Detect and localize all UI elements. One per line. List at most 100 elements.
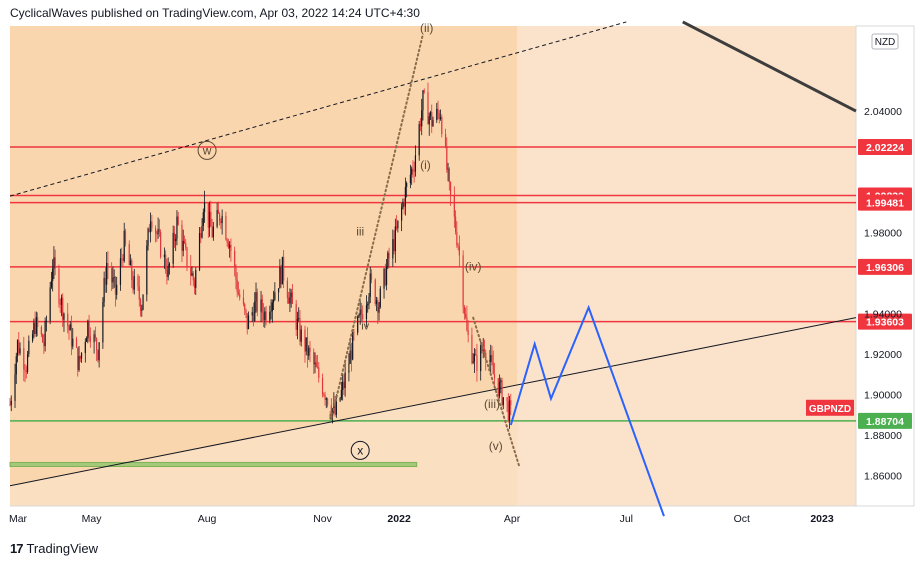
candle-body <box>50 280 53 288</box>
candle-body <box>122 258 124 261</box>
candle-body <box>404 187 406 207</box>
candle-body <box>383 268 385 289</box>
candle-body <box>242 297 245 304</box>
level-tag-2: 1.99481 <box>866 198 904 210</box>
candle-body <box>142 294 144 310</box>
candle-body <box>296 318 299 330</box>
candle-body <box>438 112 440 119</box>
level-tag-4: 1.93603 <box>866 317 904 329</box>
candle-body <box>133 276 135 290</box>
candle-body <box>359 309 361 315</box>
candle-body <box>97 350 99 361</box>
candle-body <box>422 90 424 111</box>
candle-body <box>501 380 503 406</box>
x-tick-label: May <box>82 513 103 525</box>
candle-body <box>456 231 458 246</box>
candle-body <box>67 313 69 327</box>
x-tick-label: Oct <box>734 513 750 525</box>
candle-body <box>121 258 123 260</box>
candle-body <box>148 228 150 233</box>
candle-body <box>447 168 449 170</box>
candle-body <box>245 309 247 314</box>
candle-body <box>466 317 468 331</box>
candle-body <box>129 260 132 266</box>
candle-body <box>334 403 336 415</box>
candle-body <box>392 239 394 259</box>
candle-body <box>309 347 311 353</box>
x-tick-label: Apr <box>504 513 521 525</box>
candle-body <box>96 338 98 351</box>
candle-body <box>165 254 167 270</box>
candle-body <box>299 318 301 342</box>
wave-label-9: ii <box>329 411 334 423</box>
wave-circle-6 <box>350 440 370 460</box>
candle-body <box>37 317 39 328</box>
candle-body <box>441 116 443 135</box>
x-tick-label: Nov <box>313 513 332 525</box>
candle-body <box>471 335 473 363</box>
candle-body <box>69 324 71 331</box>
projection-path <box>509 304 665 517</box>
candle-body <box>45 320 48 322</box>
candle-body <box>490 355 492 362</box>
candle-body <box>58 268 60 304</box>
candle-body <box>500 380 502 383</box>
candle-body <box>44 321 46 347</box>
candle-body <box>397 220 399 229</box>
candle-body <box>374 279 376 304</box>
candle-body <box>368 296 370 304</box>
candle-body <box>151 221 153 229</box>
candle-body <box>49 287 51 321</box>
candle-body <box>177 216 179 225</box>
candle-body <box>428 116 430 125</box>
candle-body <box>508 400 511 421</box>
candle-body <box>106 262 108 285</box>
candle-body <box>23 348 25 370</box>
candle-body <box>103 277 105 302</box>
candle-body <box>473 354 476 362</box>
candle-body <box>183 240 186 244</box>
candle-body <box>225 215 227 240</box>
candle-body <box>436 108 438 121</box>
candle-body <box>62 297 64 320</box>
candle-body <box>271 302 273 312</box>
wave-label-10: i <box>348 362 350 374</box>
candle-body <box>306 337 309 356</box>
candle-body <box>300 329 302 342</box>
y-tick-label: 1.88000 <box>864 430 902 442</box>
candle-body <box>283 256 285 281</box>
candle-body <box>280 267 282 285</box>
candle-body <box>216 210 218 227</box>
candle-body <box>147 228 149 246</box>
candle-body <box>419 124 422 127</box>
candle-body <box>16 340 19 357</box>
candle-body <box>75 338 78 348</box>
candle-body <box>379 288 381 307</box>
candle-body <box>343 381 345 389</box>
candle-body <box>255 292 257 302</box>
candle-body <box>324 395 326 400</box>
x-tick-label: 2022 <box>387 513 411 525</box>
candle-body <box>137 276 139 287</box>
candle-body <box>384 268 386 286</box>
candle-body <box>60 297 63 305</box>
y-tick-label: 1.94000 <box>864 309 902 321</box>
wave-label-6: x <box>357 443 363 457</box>
candle-body <box>149 221 152 233</box>
candle-body <box>265 311 267 321</box>
footer-brand: 17 TradingView <box>10 541 98 556</box>
candle-body <box>168 263 171 267</box>
candle-body <box>230 244 232 251</box>
candle-body <box>43 342 45 347</box>
candle-body <box>308 347 310 356</box>
candle-body <box>409 174 412 184</box>
trendline-dashed <box>9 21 627 197</box>
candle-body <box>429 112 432 117</box>
candle-body <box>402 201 404 208</box>
candle-body <box>10 400 12 405</box>
candle-body <box>186 247 188 267</box>
candle-body <box>229 244 231 248</box>
candle-body <box>191 272 193 276</box>
candle-body <box>270 311 272 312</box>
